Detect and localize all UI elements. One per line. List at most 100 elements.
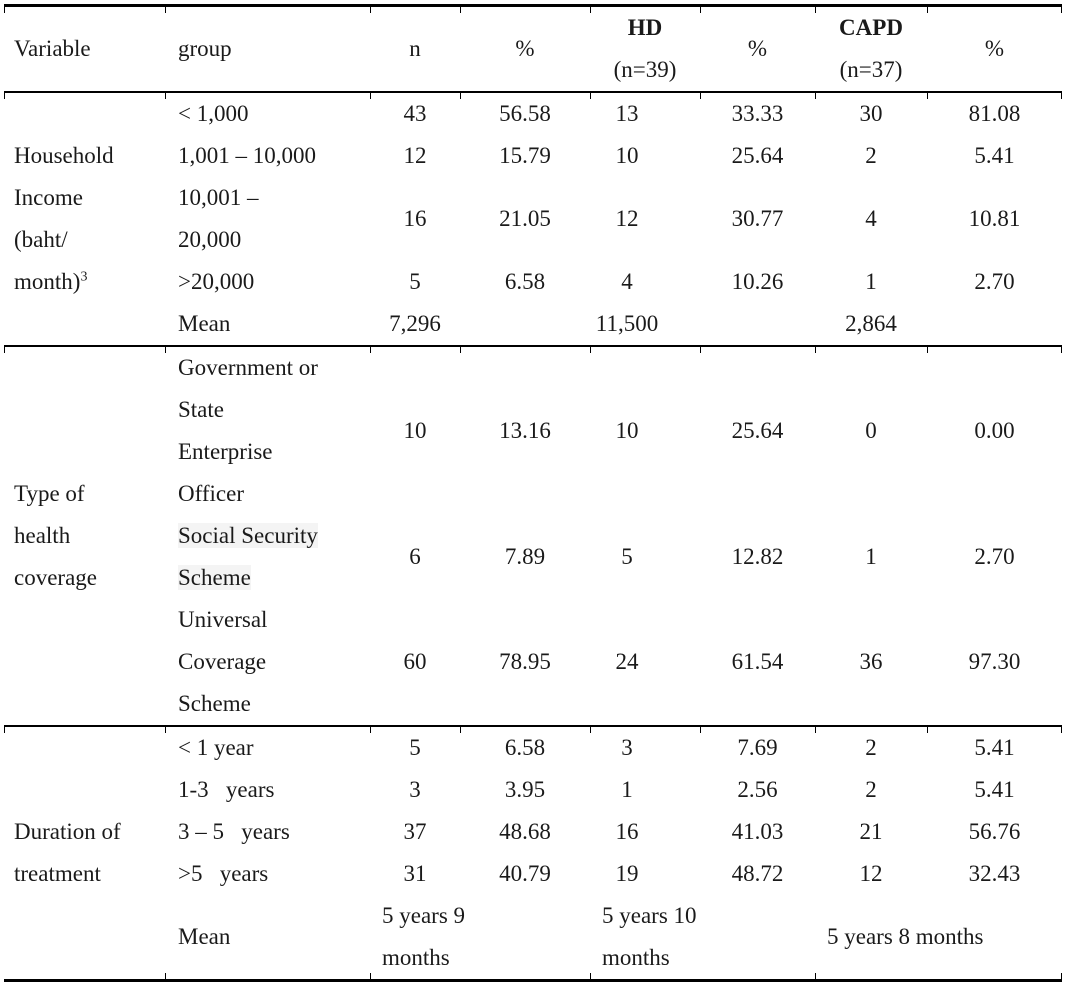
cell-n: 3	[409, 777, 421, 802]
cell-pct: 6.58	[460, 725, 590, 769]
cell-hd-n: 13	[590, 92, 700, 135]
cell-capd-pct: 5.41	[927, 725, 1062, 769]
cell-hd-n: 16	[615, 819, 639, 844]
table-row: 1,001 – 10,000 12 15.79 10 25.64 2 5.41	[4, 135, 1062, 177]
cell-n: 37	[403, 819, 427, 844]
cell-empty	[927, 303, 1062, 346]
cell-mean-hd: 5 years 10 months	[590, 895, 815, 981]
cell-pct: 78.95	[499, 649, 551, 674]
cell-group: 10,001 – 20,000	[178, 185, 259, 252]
cell-n: 5	[370, 725, 460, 769]
cell-capd-n: 36	[859, 649, 883, 674]
cell-pct: 56.58	[460, 92, 590, 135]
cell-hd-pct: 48.72	[731, 861, 784, 886]
cell-capd-pct: 0.00	[927, 345, 1062, 515]
header-hd: HD (n=39)	[590, 5, 700, 93]
table-row: Universal Coverage Scheme 60 78.95 24 61…	[4, 599, 1062, 726]
cell-capd-pct: 56.76	[968, 819, 1021, 844]
cell-n: 16	[403, 206, 427, 231]
cell-group: < 1,000	[165, 92, 370, 135]
cell-hd-n: 3	[590, 725, 700, 769]
cell-hd-n: 10	[615, 143, 639, 168]
cell-group: >20,000	[178, 269, 255, 294]
cell-capd-n: 2	[865, 777, 877, 802]
cell-n: 10	[370, 345, 460, 515]
cell-capd-pct: 2.70	[974, 544, 1015, 569]
cell-hd-pct: 25.64	[731, 143, 784, 168]
cell-capd-n: 2	[815, 725, 927, 769]
cell-pct: 7.89	[504, 544, 546, 569]
statistics-table: Variable group n % HD (n=39) % CAPD (n=3…	[4, 4, 1062, 982]
table-row: 10,001 – 20,000 16 21.05 12 30.77 4 10.8…	[4, 177, 1062, 261]
table-row: 3 – 5 years 37 48.68 16 41.03 21 56.76	[4, 811, 1062, 853]
table-row: >5 years 31 40.79 19 48.72 12 32.43	[4, 853, 1062, 895]
cell-mean-total: 5 years 9 months	[370, 895, 590, 981]
variable-text: Household Income (baht/ month)	[14, 143, 114, 294]
variable-footnote: 3	[80, 269, 88, 285]
cell-hd-pct: 10.26	[731, 269, 784, 294]
cell-hd-n: 5	[621, 544, 633, 569]
cell-group: >5 years	[178, 861, 269, 886]
header-hd-title: HD	[627, 15, 663, 40]
cell-group: 1-3 years	[178, 777, 275, 802]
cell-n: 60	[403, 649, 427, 674]
header-pct-total: %	[460, 5, 590, 93]
cell-hd-n: 4	[621, 269, 633, 294]
cell-hd-pct: 12.82	[731, 544, 784, 569]
cell-hd-pct: 7.69	[700, 725, 815, 769]
table-row: Household Income (baht/ month)3 < 1,000 …	[4, 92, 1062, 294]
cell-capd-n: 12	[859, 861, 883, 886]
cell-mean-hd: 11,500	[595, 311, 659, 336]
table-row: Social Security Scheme 6 7.89 5 12.82 1 …	[4, 515, 1062, 599]
cell-pct: 6.58	[504, 269, 546, 294]
cell-pct: 48.68	[499, 819, 551, 844]
cell-mean-label: Mean	[165, 895, 370, 981]
cell-group: 1,001 – 10,000	[178, 143, 316, 168]
cell-mean-capd: 2,864	[845, 311, 897, 336]
cell-hd-n: 12	[615, 206, 639, 231]
header-row: Variable group n % HD (n=39) % CAPD (n=3…	[4, 5, 1062, 93]
cell-pct: 15.79	[499, 143, 551, 168]
cell-hd-pct: 2.56	[737, 777, 778, 802]
table-row: 1-3 years 3 3.95 1 2.56 2 5.41	[4, 769, 1062, 811]
mean-row: Mean 7,296 11,500 2,864	[4, 303, 1062, 346]
cell-pct: 40.79	[499, 861, 551, 886]
cell-mean-capd: 5 years 8 months	[815, 895, 1062, 981]
cell-hd-pct: 30.77	[731, 206, 784, 231]
cell-capd-pct: 81.08	[927, 92, 1062, 135]
cell-capd-n: 2	[865, 143, 877, 168]
section-health-coverage: Type of health coverage Government or St…	[4, 345, 1062, 726]
table-row: Type of health coverage Government or St…	[4, 345, 1062, 726]
cell-pct: 13.16	[460, 345, 590, 515]
highlighted-text: Social Security Scheme	[178, 523, 318, 590]
table-row: Duration of treatment < 1 year 5 6.58 3 …	[4, 725, 1062, 981]
header-capd-subtitle: (n=37)	[839, 57, 903, 82]
cell-hd-n: 1	[621, 777, 633, 802]
header-capd: CAPD (n=37)	[815, 5, 927, 93]
cell-n: 31	[403, 861, 427, 886]
table-header: Variable group n % HD (n=39) % CAPD (n=3…	[4, 5, 1062, 93]
cell-hd-pct: 25.64	[700, 345, 815, 515]
cell-capd-pct: 5.41	[974, 777, 1015, 802]
cell-capd-pct: 10.81	[968, 206, 1021, 231]
cell-hd-pct: 61.54	[731, 649, 784, 674]
cell-capd-n: 1	[865, 544, 877, 569]
section-duration-treatment: Duration of treatment < 1 year 5 6.58 3 …	[4, 725, 1062, 981]
cell-group: < 1 year	[165, 725, 370, 769]
cell-capd-pct: 32.43	[968, 861, 1021, 886]
cell-group: 3 – 5 years	[178, 819, 290, 844]
cell-hd-n: 24	[615, 649, 639, 674]
table-row: >20,000 5 6.58 4 10.26 1 2.70	[4, 261, 1062, 303]
variable-label-health-coverage: Type of health coverage	[4, 345, 165, 726]
cell-hd-n: 19	[615, 861, 639, 886]
cell-empty	[700, 303, 815, 346]
cell-capd-n: 4	[865, 206, 877, 231]
cell-capd-n: 1	[865, 269, 877, 294]
cell-pct: 3.95	[504, 777, 546, 802]
cell-group: Universal Coverage Scheme	[178, 607, 268, 716]
cell-n: 6	[409, 544, 421, 569]
cell-capd-pct: 5.41	[974, 143, 1015, 168]
header-group: group	[165, 5, 370, 93]
cell-capd-n: 30	[815, 92, 927, 135]
